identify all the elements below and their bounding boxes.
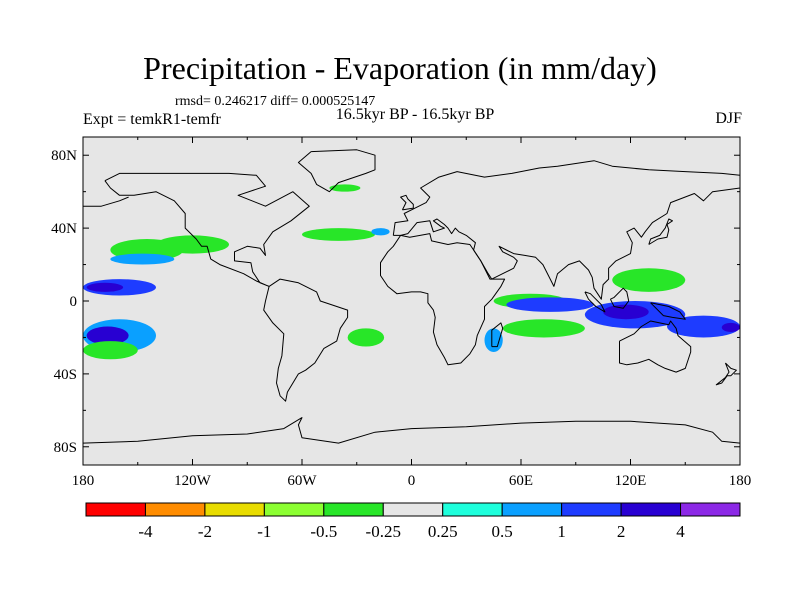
colorbar-label: 0.25 xyxy=(428,522,458,541)
y-tick-label: 0 xyxy=(70,294,78,310)
x-tick-label: 180 xyxy=(72,473,95,489)
coastline-sumatra xyxy=(584,291,606,313)
field-south-atlantic-negative xyxy=(347,328,385,347)
colorbar-label: -0.5 xyxy=(310,522,337,541)
data-field-layer xyxy=(83,184,740,360)
colorbar-label: 1 xyxy=(557,522,566,541)
coastline-greenland xyxy=(297,149,376,193)
y-tick-label: 40N xyxy=(51,221,77,237)
missing-background xyxy=(83,137,740,465)
field-nw-pacific-negative-band-2 xyxy=(156,235,229,254)
colorbar-swatch xyxy=(323,502,384,517)
coastline-africa xyxy=(380,233,506,366)
colorbar-label: 4 xyxy=(676,522,685,541)
y-tick-label: 80N xyxy=(51,148,77,164)
field-indian-ocean-equatorial-positive xyxy=(506,297,594,312)
field-greenland-sea-negative xyxy=(329,184,361,192)
colorbar-swatch xyxy=(382,502,444,517)
colorbar-swatch xyxy=(561,502,622,517)
y-tick-label: 80S xyxy=(54,440,77,456)
x-tick-label: 120E xyxy=(615,473,647,489)
field-north-atlantic-positive xyxy=(371,228,390,236)
field-madagascar-positive xyxy=(484,328,503,353)
colorbar-swatch xyxy=(85,502,146,517)
x-tick-label: 60W xyxy=(287,473,317,489)
field-sw-pacific-core xyxy=(86,326,129,345)
colorbar-label: -4 xyxy=(138,522,153,541)
colorbar-swatch xyxy=(680,502,741,517)
colorbar-label: -1 xyxy=(257,522,271,541)
coastline-layer xyxy=(83,149,740,444)
field-date-line-south-core xyxy=(721,322,740,332)
coastline-north-america xyxy=(104,172,310,287)
coastline-japan xyxy=(648,218,673,245)
colorbar-swatch xyxy=(620,502,682,517)
coastline-uk xyxy=(400,194,414,211)
colorbar-swatch xyxy=(501,502,563,517)
colorbar-swatch xyxy=(204,502,265,517)
coastline-antarctica xyxy=(83,417,740,444)
colorbar-swatch xyxy=(144,502,206,517)
coastline-madagascar xyxy=(491,322,504,348)
period-label: 16.5kyr BP - 16.5kyr BP xyxy=(335,106,495,123)
coastline-new-zealand xyxy=(715,362,737,386)
coastline-south-america xyxy=(263,278,349,402)
field-sw-pacific-negative-edge xyxy=(83,341,138,360)
x-tick-label: 120W xyxy=(174,473,212,489)
field-ne-pacific-positive-band xyxy=(110,253,175,265)
coastline-alaska-islands xyxy=(83,196,129,207)
experiment-label: Expt = temkR1-temfr xyxy=(83,111,221,128)
y-tick-label: 40S xyxy=(54,367,77,383)
season-label: DJF xyxy=(715,110,742,127)
colorbar-label: -0.25 xyxy=(366,522,401,541)
colorbar-swatch xyxy=(442,502,503,517)
x-tick-label: 180 xyxy=(729,473,752,489)
colorbar-label: -2 xyxy=(198,522,212,541)
x-tick-label: 60E xyxy=(509,473,533,489)
coastline-australia xyxy=(619,320,692,373)
colorbar: -4 -2 -1 -0.5 -0.25 0.25 0.5 1 2 4 xyxy=(85,502,741,541)
field-maritime-continent-core xyxy=(603,304,649,320)
field-north-atlantic-negative xyxy=(302,228,375,241)
x-tick-label: 0 xyxy=(408,473,416,489)
stats-text: rmsd= 0.246217 diff= 0.000525147 xyxy=(175,94,376,109)
colorbar-label: 0.5 xyxy=(492,522,513,541)
field-indian-ocean-south-negative xyxy=(502,319,585,338)
field-west-pacific-negative xyxy=(612,268,686,292)
axes-layer: 180 120W 60W 0 60E 120E 180 80N 40N 0 40S 80S xyxy=(51,137,751,489)
field-central-pacific-core xyxy=(86,282,124,292)
coastline-new-guinea xyxy=(650,302,686,320)
colorbar-label: 2 xyxy=(617,522,626,541)
chart-title: Precipitation - Evaporation (in mm/day) xyxy=(143,50,657,86)
coastline-eurasia xyxy=(392,160,740,300)
field-date-line-south-positive xyxy=(667,315,740,338)
coastline-borneo xyxy=(609,287,630,309)
colorbar-swatch xyxy=(263,502,325,517)
